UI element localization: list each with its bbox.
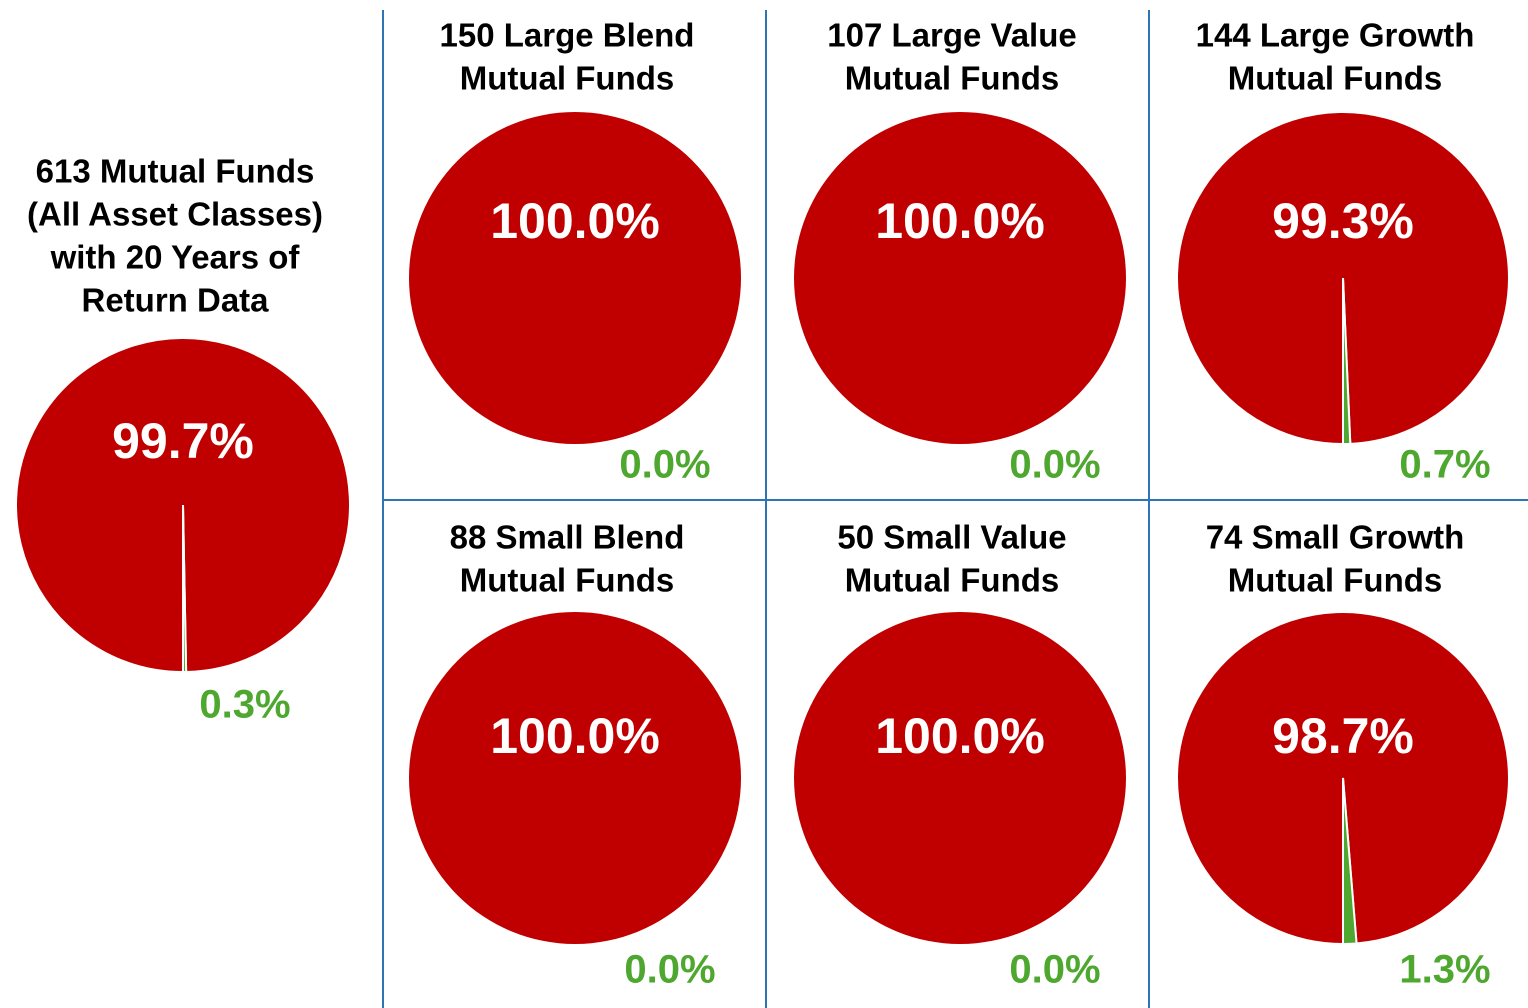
pie-slice: [409, 612, 741, 944]
pie-slice: [182, 504, 188, 674]
pie-slice: [1342, 277, 1352, 446]
chart-title: 144 Large Growth: [1196, 17, 1475, 54]
chart-title: Mutual Funds: [1228, 562, 1442, 599]
chart-title: Mutual Funds: [845, 60, 1059, 97]
chart-title: Mutual Funds: [1228, 60, 1442, 97]
value-label: 0.3%: [199, 683, 290, 727]
chart-title: 613 Mutual Funds: [36, 153, 315, 190]
chart-title: Mutual Funds: [460, 562, 674, 599]
chart-title: (All Asset Classes): [27, 196, 323, 233]
value-label: 100.0%: [875, 708, 1045, 764]
value-label: 100.0%: [490, 193, 660, 249]
chart-title: 50 Small Value: [837, 519, 1066, 556]
chart-title: Return Data: [81, 282, 269, 319]
value-label: 98.7%: [1272, 708, 1414, 764]
value-label: 99.7%: [112, 413, 254, 469]
pie-slice: [794, 112, 1126, 444]
chart-title: 150 Large Blend: [440, 17, 695, 54]
value-label: 100.0%: [490, 708, 660, 764]
pie-slice: [409, 112, 741, 444]
chart-title: Mutual Funds: [845, 562, 1059, 599]
value-label: 0.0%: [1009, 948, 1100, 992]
value-label: 0.7%: [1399, 443, 1490, 487]
chart-title: 107 Large Value: [827, 17, 1076, 54]
chart-title: Mutual Funds: [460, 60, 674, 97]
value-label: 0.0%: [1009, 443, 1100, 487]
chart-title: 74 Small Growth: [1206, 519, 1465, 556]
value-label: 99.3%: [1272, 193, 1414, 249]
value-label: 0.0%: [619, 443, 710, 487]
pie-slice: [1342, 777, 1358, 946]
value-label: 1.3%: [1399, 948, 1490, 992]
chart-title: with 20 Years of: [50, 239, 301, 276]
pie-slice: [794, 612, 1126, 944]
value-label: 0.0%: [624, 948, 715, 992]
chart-title: 88 Small Blend: [450, 519, 685, 556]
value-label: 100.0%: [875, 193, 1045, 249]
